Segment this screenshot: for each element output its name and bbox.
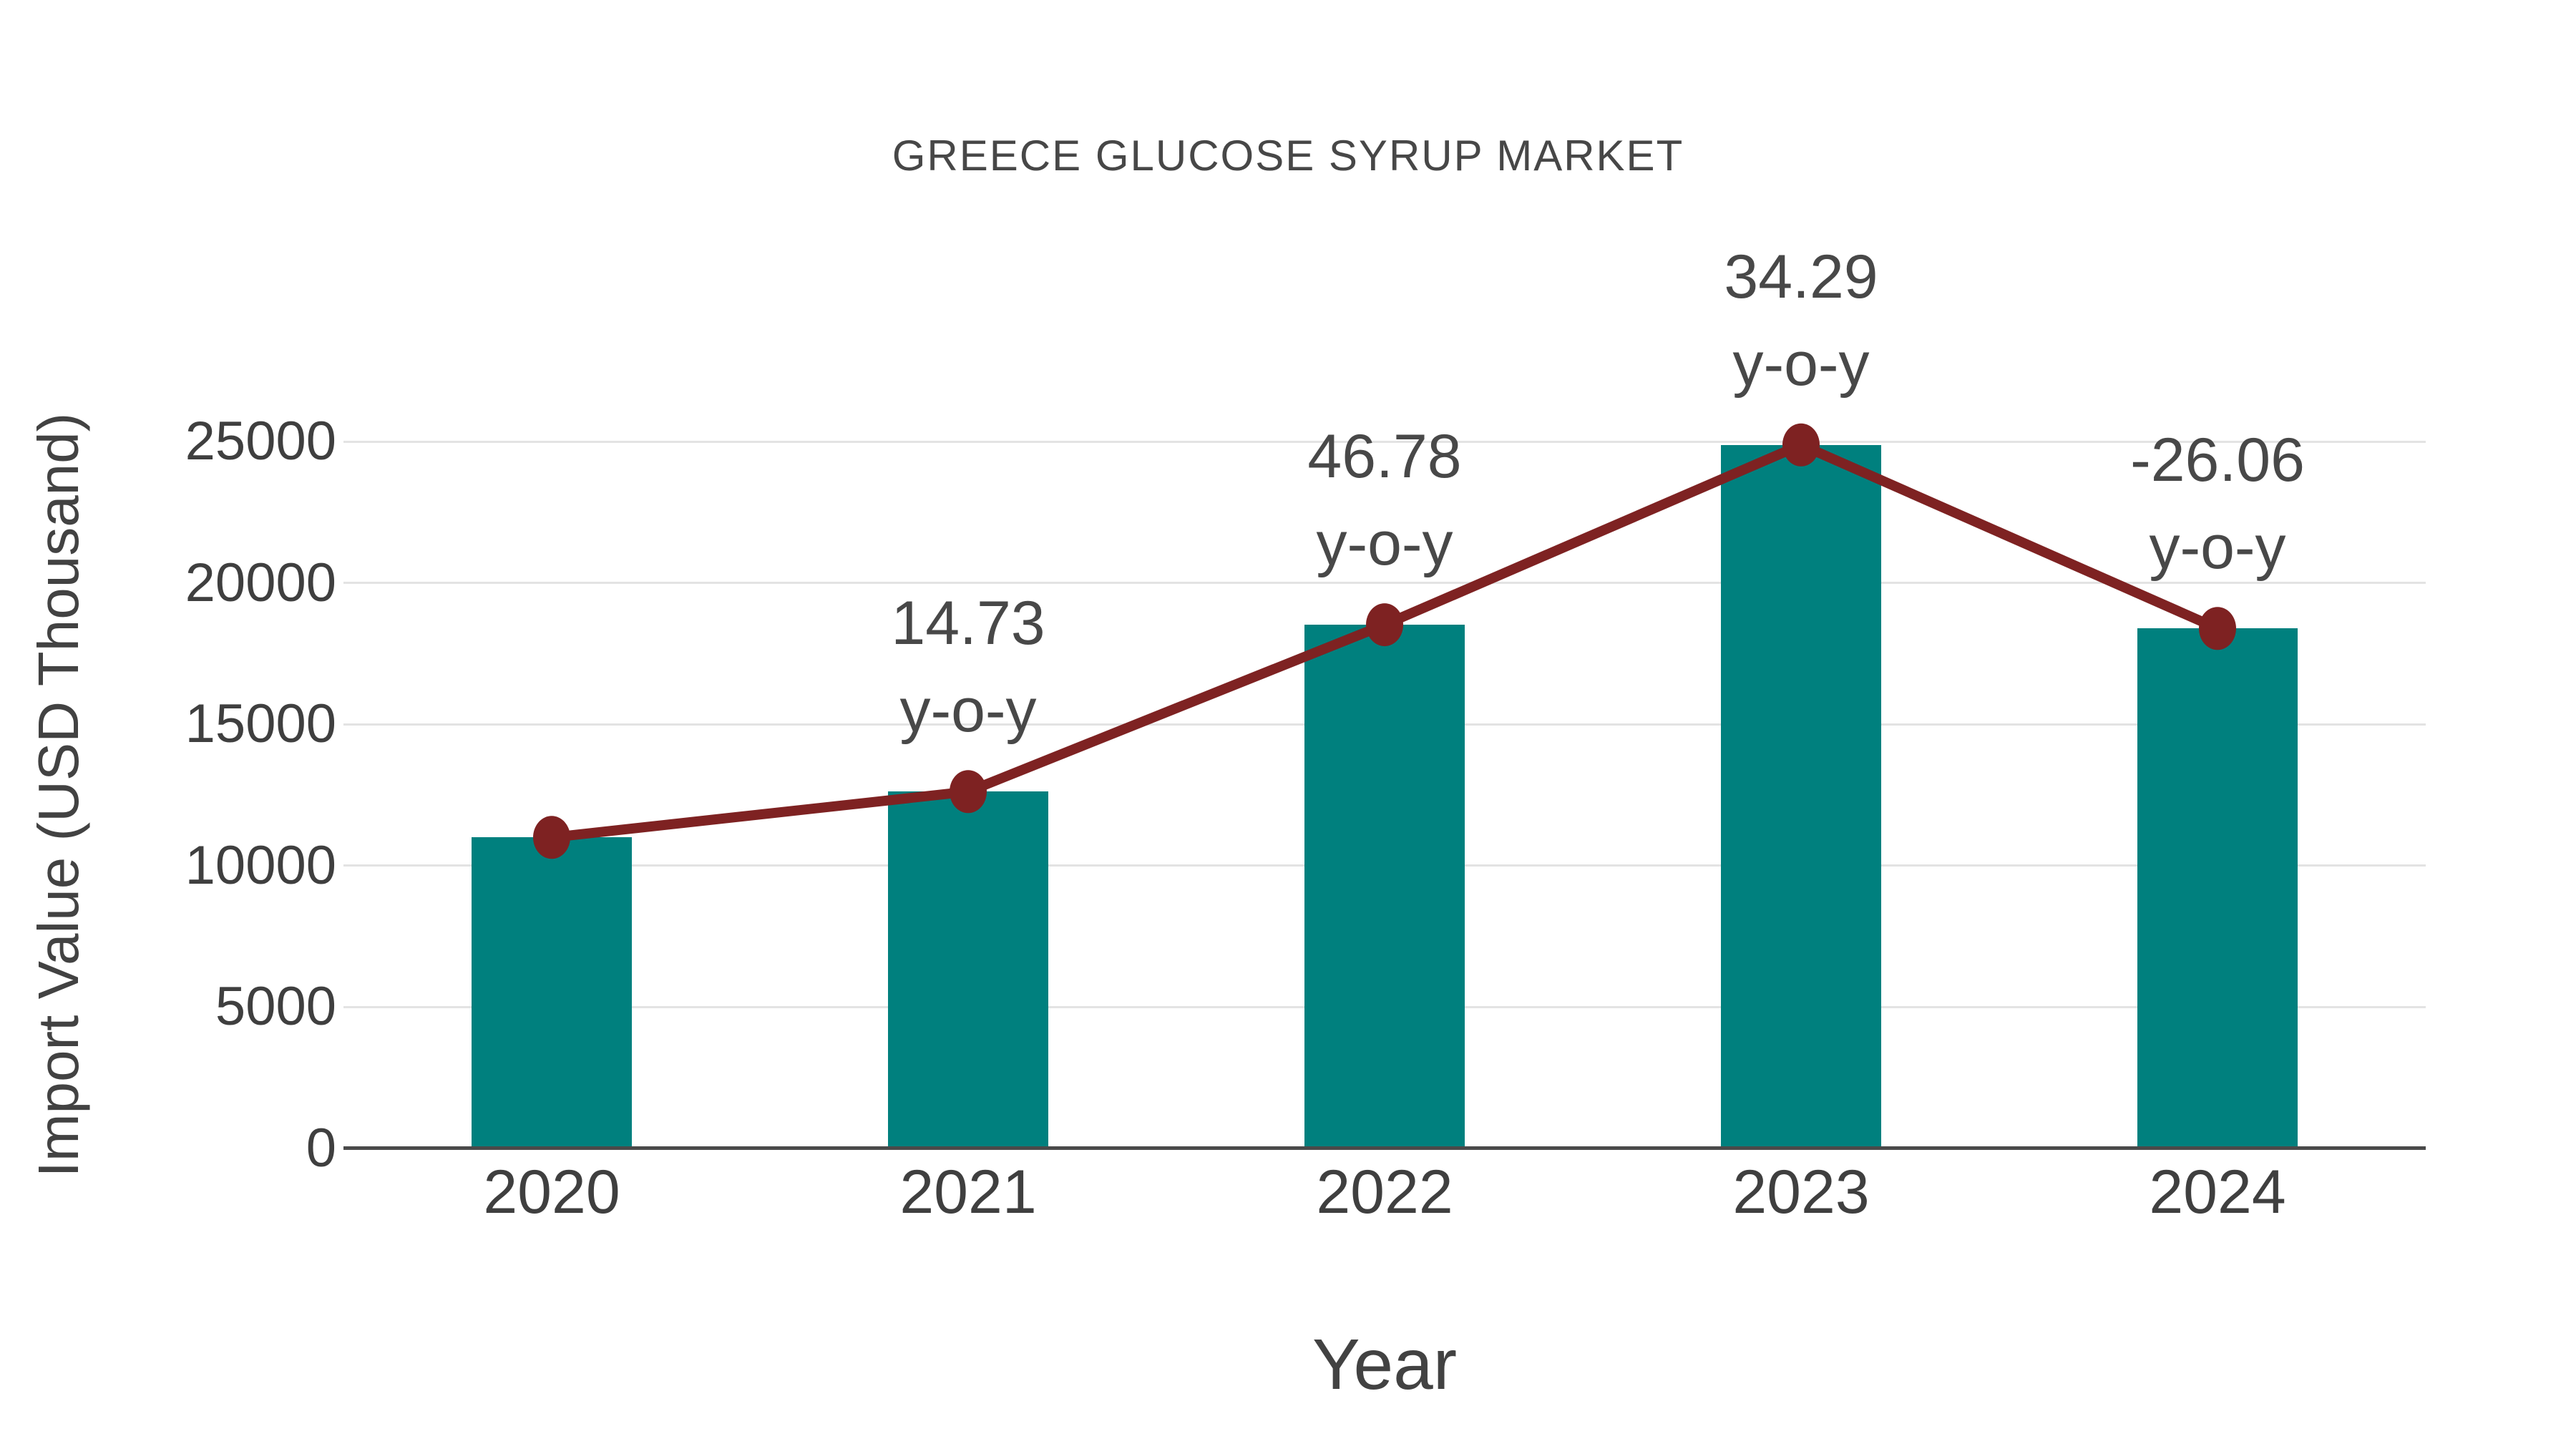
trend-line-layer xyxy=(533,423,2236,859)
y-tick-label-25000: 25000 xyxy=(185,411,336,472)
bar-2021 xyxy=(888,791,1048,1148)
x-axis-line xyxy=(343,1146,2426,1150)
gridline-20000 xyxy=(343,582,2426,585)
y-axis-title: Import Value (USD Thousand) xyxy=(26,412,90,1178)
trend-marker-2021 xyxy=(950,770,987,814)
trend-marker-2024 xyxy=(2199,607,2236,650)
x-tick-label-2023: 2023 xyxy=(1732,1158,1870,1226)
yoy-suffix-2023: y-o-y xyxy=(1732,329,1870,399)
gridline-25000 xyxy=(343,440,2426,443)
yoy-suffix-2021: y-o-y xyxy=(899,676,1037,746)
yoy-suffix-2024: y-o-y xyxy=(2149,513,2286,582)
yoy-suffix-2022: y-o-y xyxy=(1316,509,1453,579)
bar-2023 xyxy=(1721,444,1881,1148)
trend-marker-2023 xyxy=(1782,423,1820,467)
x-axis-title: Year xyxy=(1312,1324,1458,1405)
y-tick-label-20000: 20000 xyxy=(185,552,336,613)
y-tick-label-5000: 5000 xyxy=(215,976,336,1038)
trend-marker-2022 xyxy=(1366,603,1403,647)
trend-marker-2020 xyxy=(533,816,570,859)
yoy-value-2021: 14.73 xyxy=(891,589,1045,658)
bar-2022 xyxy=(1304,625,1465,1148)
yoy-value-2024: -26.06 xyxy=(2130,426,2305,495)
bar-2024 xyxy=(2137,628,2298,1148)
x-tick-label-2020: 2020 xyxy=(483,1158,620,1226)
yoy-value-2022: 46.78 xyxy=(1307,422,1462,492)
yoy-value-2023: 34.29 xyxy=(1724,242,1878,311)
x-tick-label-2024: 2024 xyxy=(2149,1158,2286,1226)
bar-2020 xyxy=(472,837,632,1148)
y-tick-label-0: 0 xyxy=(306,1118,336,1179)
y-tick-label-10000: 10000 xyxy=(185,834,336,896)
x-tick-label-2021: 2021 xyxy=(899,1158,1037,1226)
chart-title: GREECE GLUCOSE SYRUP MARKET xyxy=(892,132,1684,180)
x-tick-label-2022: 2022 xyxy=(1316,1158,1453,1226)
y-tick-label-15000: 15000 xyxy=(185,693,336,755)
